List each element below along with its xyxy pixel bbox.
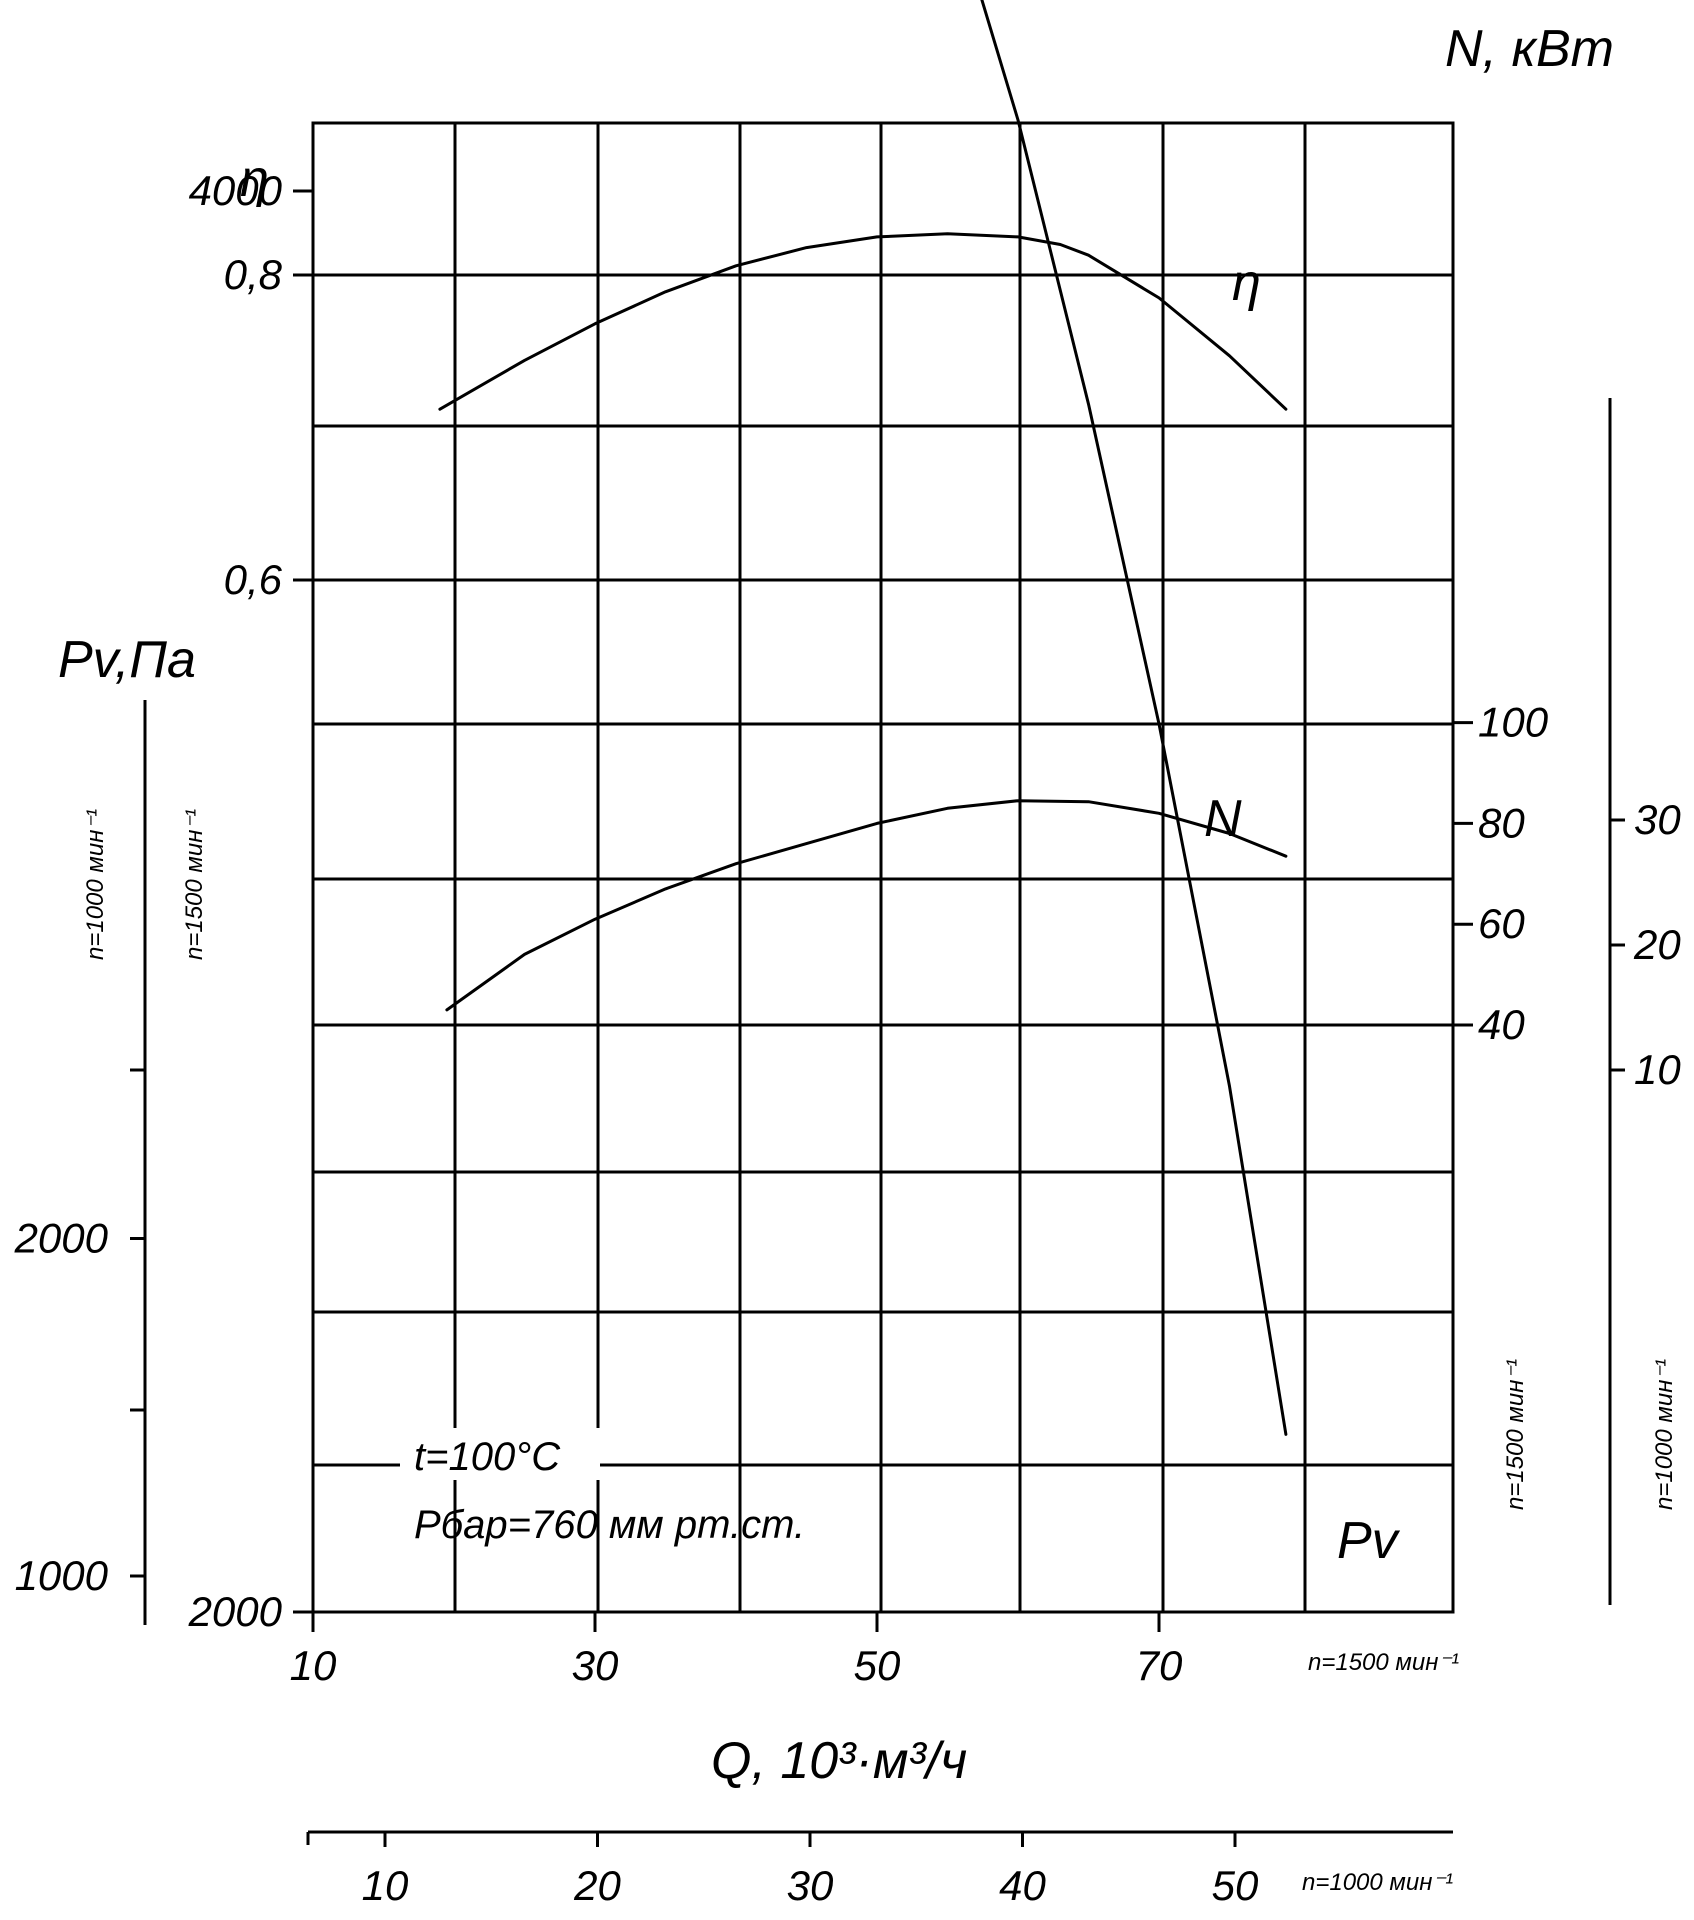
- n-1000-speed-label: n=1000 мин⁻¹: [1651, 1359, 1678, 1510]
- pv-1500-tick-label: 2000: [188, 1588, 283, 1635]
- x-main-tick-label: 70: [1136, 1642, 1183, 1689]
- x-secondary-tick-label: 10: [362, 1862, 409, 1909]
- pv-1000-speed-label: n=1000 мин⁻¹: [82, 809, 109, 960]
- x-main-tick-label: 10: [290, 1642, 337, 1689]
- curve-eta: [438, 232, 1288, 411]
- grid: [311, 121, 1455, 1614]
- x-main-tick-label: 30: [572, 1642, 619, 1689]
- pv-1500-tick-label: 4000: [189, 167, 283, 214]
- x-secondary-tick-label: 50: [1212, 1862, 1259, 1909]
- n-1500-tick-label: 40: [1478, 1001, 1525, 1048]
- pv-1500-speed-label: n=1500 мин⁻¹: [181, 809, 208, 960]
- eta-curve-label: η: [1232, 254, 1261, 312]
- x-secondary-speed-label: n=1000 мин⁻¹: [1302, 1869, 1453, 1896]
- curve-pressure: [980, 0, 1288, 1436]
- pv-1000-tick-label: 1000: [15, 1552, 109, 1599]
- pv-1000-tick-label: 2000: [14, 1215, 109, 1262]
- x-main-speed-label: n=1500 мин⁻¹: [1308, 1649, 1459, 1676]
- n-1500-speed-label: n=1500 мин⁻¹: [1502, 1359, 1529, 1510]
- x-axis-title: Q, 10³·м³/ч: [711, 1732, 967, 1790]
- curve-power: [445, 799, 1288, 1012]
- n-axis-title: N, кВт: [1445, 20, 1614, 78]
- n-1000-tick-label: 20: [1633, 921, 1681, 968]
- pressure-annotation: Рбар=760 мм рт.ст.: [414, 1503, 805, 1547]
- pv-curve-label: Pv: [1337, 1512, 1401, 1570]
- n-curve-label: N: [1204, 790, 1242, 848]
- plot-frame: [311, 121, 1455, 1614]
- eta-tick-label: 0,8: [224, 251, 283, 298]
- x-secondary-tick-label: 20: [573, 1862, 621, 1909]
- annotation-background: [400, 1428, 600, 1480]
- n-1000-tick-label: 10: [1634, 1046, 1681, 1093]
- n-1000-tick-label: 30: [1634, 796, 1681, 843]
- n-1500-tick-label: 60: [1478, 900, 1525, 947]
- n-1500-tick-label: 80: [1478, 799, 1525, 846]
- pv-axis-title: Pv,Па: [58, 631, 196, 689]
- curves: [438, 0, 1288, 1436]
- eta-tick-label: 0,6: [224, 556, 283, 603]
- eta-axis-title: η: [240, 150, 269, 208]
- temperature-annotation: t=100°C: [414, 1435, 561, 1479]
- x-secondary-tick-label: 40: [999, 1862, 1046, 1909]
- x-secondary-tick-label: 30: [787, 1862, 834, 1909]
- n-1500-tick-label: 100: [1478, 699, 1549, 746]
- axes: 0,60,82000400060001000200040608010010203…: [14, 167, 1682, 1909]
- x-main-tick-label: 50: [854, 1642, 901, 1689]
